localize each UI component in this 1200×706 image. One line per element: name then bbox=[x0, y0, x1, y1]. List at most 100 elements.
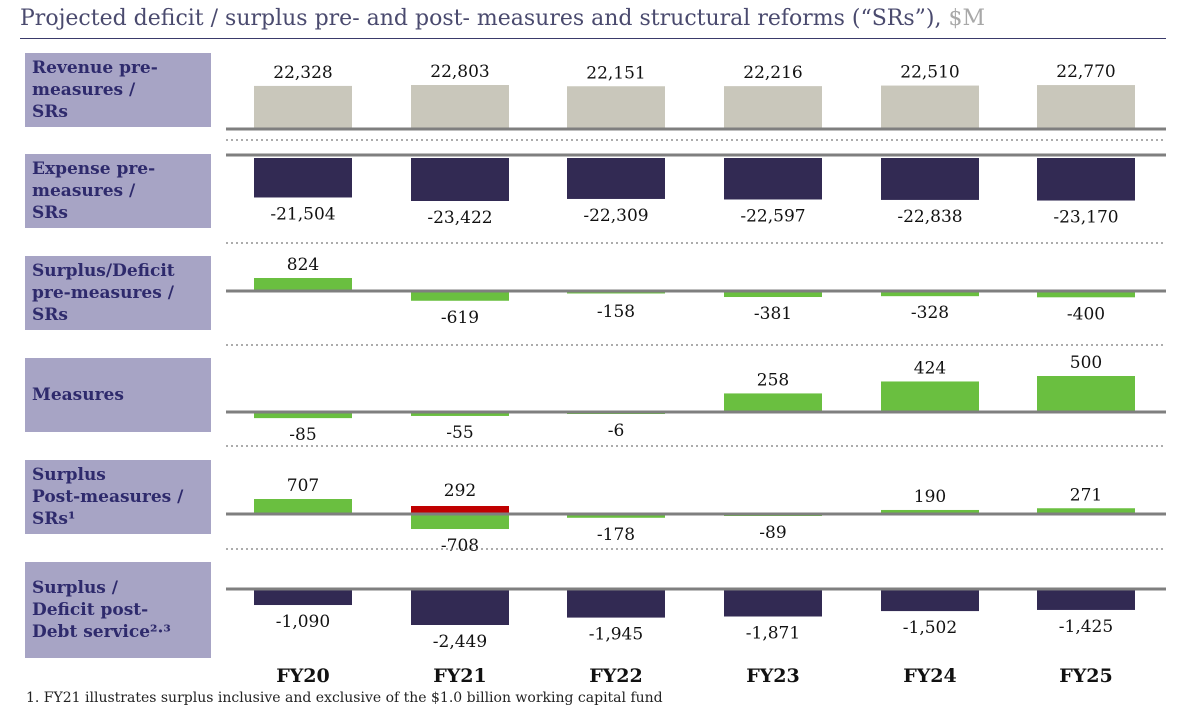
panel-5-label-line: Surplus bbox=[32, 465, 106, 485]
panel-1-bar-FY24 bbox=[881, 85, 979, 129]
panel-1-value-FY21: 22,803 bbox=[430, 62, 489, 82]
panel-1-axis-line bbox=[226, 127, 1166, 131]
panel-6-label-line: Deficit post- bbox=[32, 600, 148, 620]
panel-5-value-extra-FY21: 292 bbox=[444, 481, 476, 501]
panel-6-value-FY22: -1,945 bbox=[589, 625, 643, 645]
chart-title-text: Projected deficit / surplus pre- and pos… bbox=[20, 6, 942, 31]
panel-6-label-box bbox=[25, 562, 211, 658]
panel-2-label-line: SRs bbox=[32, 203, 68, 223]
panel-5-label-box bbox=[25, 460, 211, 534]
panel-5-label-line: Post-measures / bbox=[32, 487, 184, 507]
panel-6-value-FY21: -2,449 bbox=[433, 632, 487, 652]
panel-1-bar-FY25 bbox=[1037, 85, 1135, 129]
panel-6-value-FY23: -1,871 bbox=[746, 624, 800, 644]
panel-1-label-box bbox=[25, 53, 211, 127]
panel-1-label-line: measures / bbox=[32, 80, 136, 100]
panel-6-bar-FY24 bbox=[881, 589, 979, 612]
panel-4-value-FY24: 424 bbox=[914, 358, 946, 378]
panel-3-label-line: SRs bbox=[32, 305, 68, 325]
panel-1-value-FY20: 22,328 bbox=[273, 63, 332, 83]
panel-2-label-line: measures / bbox=[32, 181, 136, 201]
panel-3-value-FY23: -381 bbox=[754, 304, 792, 324]
panel-5-bar-FY21 bbox=[411, 514, 509, 530]
category-label-FY20: FY20 bbox=[276, 665, 330, 687]
title-rule bbox=[20, 38, 1166, 39]
panel-3-value-FY25: -400 bbox=[1067, 304, 1105, 324]
footnote: 1. FY21 illustrates surplus inclusive an… bbox=[26, 690, 663, 706]
panel-4-value-FY25: 500 bbox=[1070, 353, 1102, 373]
chart-title-unit: $M bbox=[948, 6, 986, 31]
panel-4-label-line: Measures bbox=[32, 385, 124, 405]
panel-4-value-FY21: -55 bbox=[446, 423, 473, 443]
panel-2-bar-FY21 bbox=[411, 158, 509, 201]
panel-4-value-FY22: -6 bbox=[608, 421, 625, 441]
panel-1-bar-FY21 bbox=[411, 85, 509, 129]
panel-4-bar-FY25 bbox=[1037, 376, 1135, 412]
panel-6-value-FY24: -1,502 bbox=[903, 618, 957, 638]
panel-5-bar-FY20 bbox=[254, 499, 352, 514]
panel-4-label-box bbox=[25, 358, 211, 432]
panel-3-bar-FY21 bbox=[411, 291, 509, 301]
panel-1-value-FY24: 22,510 bbox=[900, 63, 959, 83]
panel-2-value-FY22: -22,309 bbox=[583, 206, 648, 226]
panel-3-bar-FY25 bbox=[1037, 291, 1135, 298]
panel-1-value-FY25: 22,770 bbox=[1056, 62, 1115, 82]
panel-6-bar-FY23 bbox=[724, 589, 822, 617]
panel-5-axis-line bbox=[226, 512, 1166, 516]
panel-6-value-FY25: -1,425 bbox=[1059, 617, 1113, 637]
panel-3-label-line: Surplus/Deficit bbox=[32, 261, 175, 281]
panel-4-bar-FY24 bbox=[881, 381, 979, 412]
panel-6-bar-FY20 bbox=[254, 589, 352, 606]
panel-2-label-box bbox=[25, 154, 211, 228]
panel-4-bar-FY23 bbox=[724, 393, 822, 412]
panel-5-value-FY21: -708 bbox=[441, 536, 479, 556]
panel-2-bar-FY25 bbox=[1037, 158, 1135, 201]
panel-1-bar-FY20 bbox=[254, 85, 352, 129]
panel-2-bar-FY24 bbox=[881, 158, 979, 200]
panel-6-label-line: Debt service²·³ bbox=[32, 622, 171, 642]
panel-1-value-FY22: 22,151 bbox=[586, 63, 645, 83]
panel-4-value-FY20: -85 bbox=[289, 425, 316, 445]
panel-2-value-FY24: -22,838 bbox=[897, 207, 962, 227]
panel-6-axis-line bbox=[226, 587, 1166, 591]
panel-5-value-FY25: 271 bbox=[1070, 485, 1102, 505]
panel-5-bar-FY22 bbox=[567, 514, 665, 518]
panel-1-value-FY23: 22,216 bbox=[743, 63, 802, 83]
panel-2-value-FY20: -21,504 bbox=[270, 204, 335, 224]
panel-3-value-FY21: -619 bbox=[441, 308, 479, 328]
panel-6-bar-FY22 bbox=[567, 589, 665, 618]
panel-1-bar-FY23 bbox=[724, 86, 822, 129]
panel-4-bar-FY21 bbox=[411, 412, 509, 416]
category-label-FY25: FY25 bbox=[1059, 665, 1113, 687]
category-label-FY21: FY21 bbox=[433, 665, 487, 687]
panel-3-value-FY22: -158 bbox=[597, 302, 635, 322]
panel-3-label-line: pre-measures / bbox=[32, 283, 175, 303]
panel-3-label-box bbox=[25, 256, 211, 330]
panel-2-value-FY25: -23,170 bbox=[1053, 208, 1118, 228]
chart-title: Projected deficit / surplus pre- and pos… bbox=[20, 6, 985, 31]
panel-3-bar-FY23 bbox=[724, 291, 822, 298]
category-label-FY23: FY23 bbox=[746, 665, 800, 687]
panel-5-value-FY23: -89 bbox=[759, 523, 786, 543]
category-label-FY24: FY24 bbox=[903, 665, 957, 687]
panel-2-value-FY21: -23,422 bbox=[427, 208, 492, 228]
panel-5-value-FY22: -178 bbox=[597, 525, 635, 545]
panel-6-label-line: Surplus / bbox=[32, 578, 119, 598]
panel-3-axis-line bbox=[226, 289, 1166, 293]
panel-1-label-line: Revenue pre- bbox=[32, 58, 158, 78]
panel-2-axis-line bbox=[226, 153, 1166, 157]
panel-4-axis-line bbox=[226, 410, 1166, 414]
panel-3-value-FY20: 824 bbox=[287, 255, 319, 275]
panel-5-label-line: SRs¹ bbox=[32, 509, 75, 529]
panel-1-label-line: SRs bbox=[32, 102, 68, 122]
panel-5-bar-FY25 bbox=[1037, 508, 1135, 514]
panel-3-bar-FY20 bbox=[254, 278, 352, 291]
panel-6-bar-FY25 bbox=[1037, 589, 1135, 610]
panel-2-value-FY23: -22,597 bbox=[740, 206, 805, 226]
panel-5-bar-extra-FY21 bbox=[411, 506, 509, 514]
panel-3-bar-FY24 bbox=[881, 291, 979, 297]
panel-2-bar-FY20 bbox=[254, 158, 352, 198]
panel-2-bar-FY23 bbox=[724, 158, 822, 200]
panel-3-value-FY24: -328 bbox=[911, 303, 949, 323]
